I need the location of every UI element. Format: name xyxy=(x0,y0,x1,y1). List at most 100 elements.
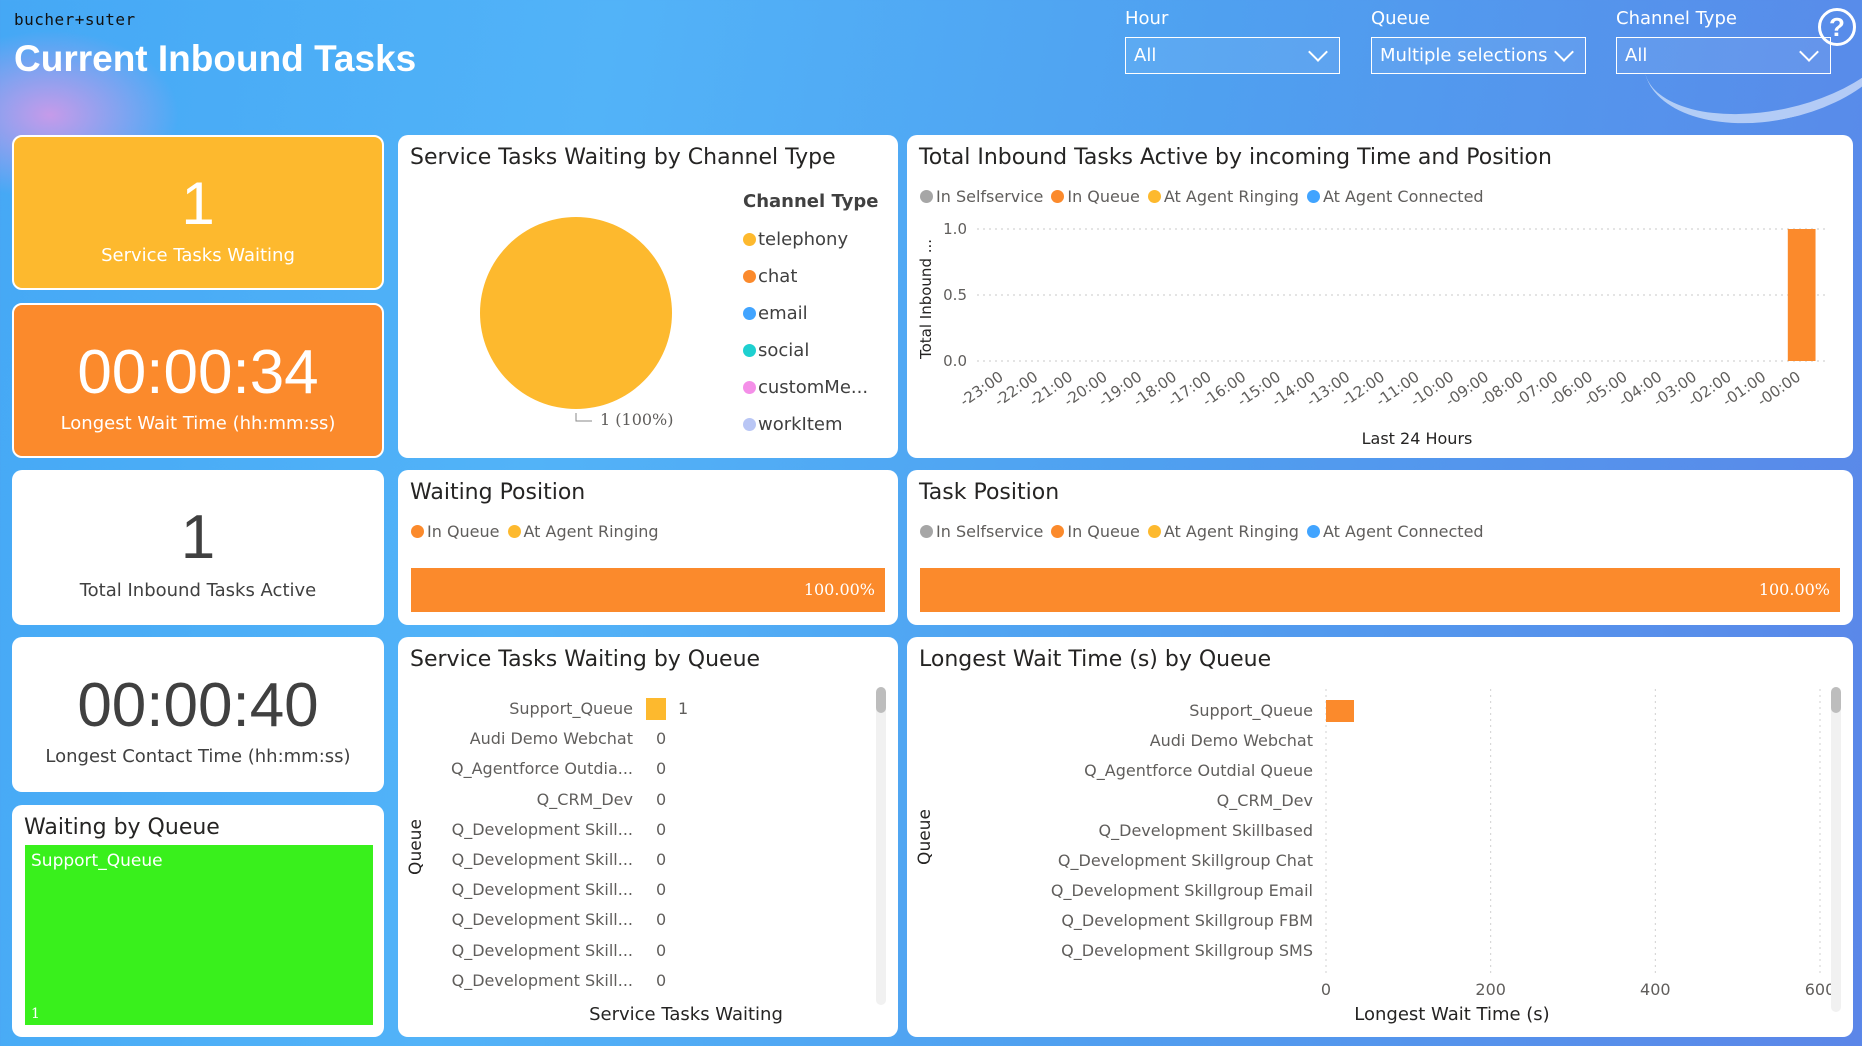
kpi-value: 1 xyxy=(180,503,216,572)
task-position-card: Task Position In Selfservice In Queue At A… xyxy=(907,470,1853,625)
pie-legend-item[interactable]: email xyxy=(743,295,868,332)
legend-item-in-selfservice[interactable]: In Selfservice xyxy=(920,522,1043,541)
legend-dot-icon xyxy=(743,381,756,394)
stq-value-label: 0 xyxy=(656,759,667,779)
stq-category-label: Q_Development Skill... xyxy=(451,850,633,869)
bar-data-label: 100.00% xyxy=(1758,580,1830,599)
treemap-tile-support-queue[interactable]: Support_Queue 1 xyxy=(25,845,373,1025)
legend-label: telephony xyxy=(758,229,849,250)
legend-dot-icon xyxy=(743,307,756,320)
legend-dot-icon xyxy=(743,344,756,357)
kpi-service-tasks-waiting: 1 Service Tasks Waiting xyxy=(12,135,384,290)
task-position-legend: In Selfservice In Queue At Agent Ringing At… xyxy=(920,522,1484,541)
pie-slice-label: 1 (100%) xyxy=(600,410,674,429)
stq-value-label: 0 xyxy=(656,940,667,960)
kpi-value: 00:00:34 xyxy=(77,338,319,407)
lwt-xlabel: Longest Wait Time (s) xyxy=(1354,1004,1550,1025)
legend-dot-icon xyxy=(507,525,521,538)
timeline-bar[interactable] xyxy=(1787,229,1816,361)
question-circle-icon[interactable]: ? xyxy=(1818,8,1856,46)
legend-label: workItem xyxy=(758,414,843,435)
scrollbar-thumb[interactable] xyxy=(876,687,886,713)
legend-item-in-queue[interactable]: In Queue xyxy=(1051,522,1140,541)
card-title: Service Tasks Waiting by Queue xyxy=(410,647,761,672)
pie-legend-item[interactable]: telephony xyxy=(743,221,868,258)
stq-category-label: Q_Development Skill... xyxy=(451,940,633,960)
treemap-tile-label: Support_Queue xyxy=(31,851,163,871)
scrollbar[interactable] xyxy=(876,687,886,1005)
waiting-by-queue-card: Waiting by Queue Support_Queue 1 xyxy=(12,805,384,1037)
legend-dot-icon xyxy=(1051,525,1065,538)
legend-dot-icon xyxy=(1147,190,1161,203)
lwt-category-label: Q_CRM_Dev xyxy=(1216,791,1313,810)
chevron-down-icon xyxy=(1554,41,1574,62)
legend-item-at-agent-connected[interactable]: At Agent Connected xyxy=(1306,522,1484,541)
legend-item-in-queue[interactable]: In Queue xyxy=(1051,187,1140,206)
pie-slice-telephony[interactable] xyxy=(480,217,672,409)
stq-category-label: Q_CRM_Dev xyxy=(536,789,633,809)
legend-item-at-agent-ringing[interactable]: At Agent Ringing xyxy=(1147,522,1299,541)
legend-label: At Agent Ringing xyxy=(523,522,659,541)
legend-item-in-queue[interactable]: In Queue xyxy=(411,522,500,541)
pie-legend-item[interactable]: customMe... xyxy=(743,369,868,406)
scrollbar-thumb[interactable] xyxy=(1831,687,1841,713)
kpi-longest-wait-time: 00:00:34 Longest Wait Time (hh:mm:ss) xyxy=(12,303,384,458)
stq-category-label: Q_Agentforce Outdia... xyxy=(451,759,633,779)
waiting-position-card: Waiting Position In Queue At Agent Ringin… xyxy=(398,470,898,625)
kpi-value: 1 xyxy=(181,170,215,237)
card-title: Waiting by Queue xyxy=(24,815,220,840)
legend-dot-icon xyxy=(920,525,933,538)
legend-item-at-agent-connected[interactable]: At Agent Connected xyxy=(1306,187,1484,206)
pie-legend-item[interactable]: chat xyxy=(743,258,868,295)
hour-slicer-label: Hour xyxy=(1125,8,1169,29)
waiting-position-legend: In Queue At Agent Ringing xyxy=(411,522,659,541)
kpi-label: Total Inbound Tasks Active xyxy=(79,580,317,601)
legend-label: chat xyxy=(758,266,798,287)
pie-legend-item[interactable]: social xyxy=(743,332,868,369)
legend-item-in-selfservice[interactable]: In Selfservice xyxy=(920,187,1043,206)
lwt-chart: 0 200 400 600 xyxy=(1321,689,1835,999)
lwt-category-label: Q_Agentforce Outdial Queue xyxy=(1084,761,1313,780)
hour-dropdown[interactable]: All xyxy=(1125,37,1340,74)
stq-category-label: Support_Queue xyxy=(509,699,633,718)
stq-category-label: Audi Demo Webchat xyxy=(469,729,633,749)
task-position-bar[interactable]: 100.00% xyxy=(920,568,1840,612)
y-tick-label: 1.0 xyxy=(943,220,967,238)
card-title: Service Tasks Waiting by Channel Type xyxy=(410,145,836,170)
y-tick-label: 0.5 xyxy=(943,286,967,304)
channel-type-dropdown[interactable]: All xyxy=(1616,37,1831,74)
lwt-category-label: Support_Queue xyxy=(1189,701,1313,720)
x-tick-label: 0 xyxy=(1321,980,1331,999)
queue-dropdown-value: Multiple selections xyxy=(1380,45,1548,66)
lwt-chart-card: Longest Wait Time (s) by Queue Queue 0 20… xyxy=(907,637,1853,1037)
legend-item-at-agent-ringing[interactable]: At Agent Ringing xyxy=(507,522,659,541)
kpi-label: Longest Contact Time (hh:mm:ss) xyxy=(45,746,351,767)
chevron-down-icon xyxy=(1799,41,1819,62)
legend-label: At Agent Connected xyxy=(1322,522,1484,541)
legend-item-at-agent-ringing[interactable]: At Agent Ringing xyxy=(1147,187,1299,206)
kpi-label: Longest Wait Time (hh:mm:ss) xyxy=(60,413,336,434)
lwt-category-label: Q_Development Skillgroup SMS xyxy=(1061,941,1313,960)
pie-legend-item[interactable]: workItem xyxy=(743,406,868,443)
queue-dropdown[interactable]: Multiple selections xyxy=(1371,37,1586,74)
lwt-category-label: Q_Development Skillgroup Chat xyxy=(1057,851,1313,870)
brand-logo: bucher+suter xyxy=(14,10,136,29)
lwt-category-label: Q_Development Skillgroup Email xyxy=(1050,881,1313,900)
stq-value-label: 0 xyxy=(656,729,667,749)
stq-value-label: 0 xyxy=(656,970,667,990)
stq-value-label: 0 xyxy=(656,819,667,839)
legend-label: At Agent Ringing xyxy=(1163,522,1299,541)
legend-dot-icon xyxy=(1306,190,1320,203)
legend-label: In Selfservice xyxy=(936,522,1044,541)
legend-label: In Queue xyxy=(1067,522,1140,541)
queue-slicer-label: Queue xyxy=(1371,8,1431,29)
card-title: Waiting Position xyxy=(410,480,586,505)
legend-dot-icon xyxy=(743,233,756,246)
waiting-position-bar[interactable]: 100.00% xyxy=(411,568,885,612)
stq-value-label: 0 xyxy=(656,789,667,809)
lwt-bar[interactable] xyxy=(1326,700,1354,722)
stq-bar[interactable] xyxy=(646,698,666,720)
scrollbar[interactable] xyxy=(1831,687,1841,1012)
legend-label: In Selfservice xyxy=(936,187,1044,206)
kpi-label: Service Tasks Waiting xyxy=(101,245,295,266)
